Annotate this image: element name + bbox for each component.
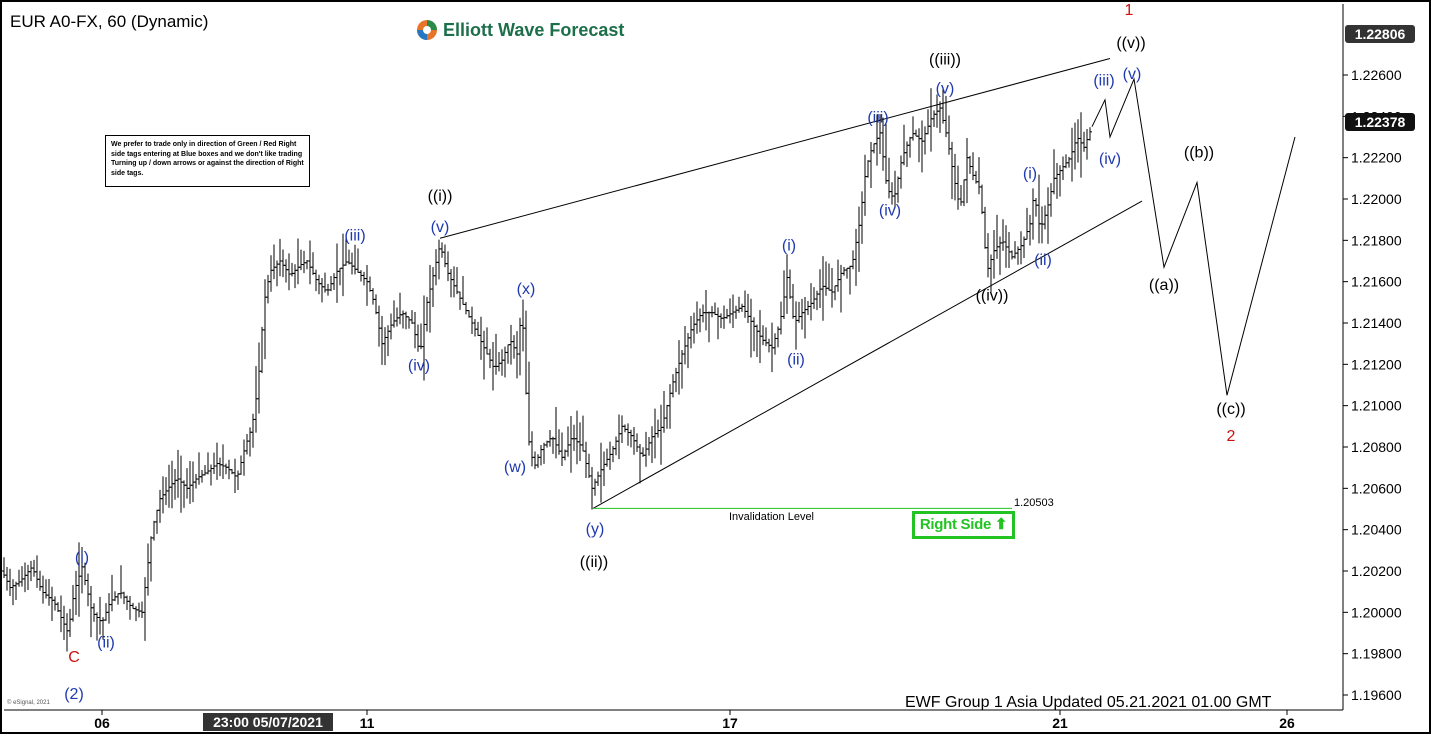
- y-tick-label: 1.20800: [1351, 439, 1402, 455]
- wave-label: (ii): [1034, 252, 1052, 269]
- trading-note: We prefer to trade only in direction of …: [105, 135, 310, 187]
- wave-label: 1: [1125, 2, 1134, 19]
- y-tick-label: 1.22000: [1351, 191, 1402, 207]
- x-tick-label: 21: [1052, 715, 1068, 731]
- crosshair-date-box: 23:00 05/07/2021: [203, 713, 333, 731]
- x-tick-label: 26: [1279, 715, 1295, 731]
- wave-label: (i): [782, 238, 796, 255]
- right-side-tag: Right Side ⬆: [912, 511, 1015, 539]
- y-tick-label: 1.22600: [1351, 67, 1402, 83]
- right-side-label: Right Side: [919, 516, 991, 533]
- wave-label: (iii): [344, 227, 365, 244]
- trendline: [439, 57, 1111, 239]
- logo-text: Elliott Wave Forecast: [443, 19, 625, 40]
- y-tick-label: 1.20600: [1351, 480, 1402, 496]
- invalidation-value: 1.20503: [1014, 497, 1054, 509]
- copyright-text: © eSignal, 2021: [7, 700, 50, 706]
- symbol-title: EUR A0-FX, 60 (Dynamic): [10, 12, 209, 31]
- wave-label: (x): [517, 281, 536, 298]
- wave-label: (w): [504, 459, 526, 476]
- y-tick-label: 1.21200: [1351, 356, 1402, 372]
- wave-label: (ii): [787, 351, 805, 368]
- x-tick-label: 11: [360, 715, 375, 731]
- invalidation-label: Invalidation Level: [729, 511, 814, 523]
- x-tick-label: 17: [722, 715, 738, 731]
- y-tick-label: 1.19600: [1351, 687, 1402, 703]
- update-footer: EWF Group 1 Asia Updated 05.21.2021 01.0…: [905, 694, 1272, 711]
- y-tick-label: 1.21400: [1351, 315, 1402, 331]
- wave-label: (i): [75, 550, 89, 567]
- wave-label: (iii): [1093, 72, 1114, 89]
- high-price-tag: 1.22806: [1345, 25, 1415, 43]
- wave-label: ((c)): [1216, 401, 1245, 418]
- wave-label: (iv): [1099, 151, 1121, 168]
- wave-label: (v): [936, 81, 955, 98]
- wave-label: ((v)): [1116, 35, 1145, 52]
- y-tick-label: 1.19800: [1351, 646, 1402, 662]
- wave-label: ((b)): [1184, 145, 1214, 162]
- wave-label: 2: [1227, 428, 1236, 445]
- x-axis-ticks: 06 11 17 21 26: [94, 710, 1295, 731]
- wave-label: (v): [1123, 66, 1142, 83]
- wave-label: (v): [431, 219, 450, 236]
- wave-label: (iii): [867, 110, 888, 127]
- wave-label: ((ii)): [580, 554, 608, 571]
- wave-label: (y): [586, 521, 605, 538]
- projection-path: [1091, 77, 1296, 396]
- wave-label: C: [68, 649, 80, 666]
- trendline: [592, 200, 1143, 509]
- logo-icon: [417, 20, 437, 40]
- ohlc-bars: [2, 87, 1092, 652]
- current-price-tag: 1.22378: [1345, 113, 1415, 131]
- y-tick-label: 1.21000: [1351, 398, 1402, 414]
- wave-label: ((a)): [1149, 277, 1179, 294]
- ewf-logo: Elliott Wave Forecast: [415, 18, 624, 42]
- wave-label: ((iii)): [929, 52, 961, 69]
- wave-label: ((i)): [428, 188, 453, 205]
- y-tick-label: 1.21800: [1351, 232, 1402, 248]
- wave-label: (ii): [97, 634, 115, 651]
- wave-label: (2): [64, 686, 84, 703]
- arrow-up-icon: ⬆: [994, 516, 1008, 533]
- wave-label: (i): [1023, 165, 1037, 182]
- wave-label: (iv): [879, 203, 901, 220]
- wave-labels: C (2) (i) (ii) (iii) (iv) (v) ((i)) (x) (w) (y) ((i…: [64, 2, 1245, 703]
- y-tick-label: 1.20000: [1351, 604, 1402, 620]
- wave-label: ((iv)): [976, 287, 1009, 304]
- y-axis-ticks: 1.226001.224001.222001.220001.218001.216…: [1343, 67, 1402, 703]
- wave-lines: [439, 57, 1296, 509]
- y-tick-label: 1.22200: [1351, 150, 1402, 166]
- wave-label: (iv): [408, 358, 430, 375]
- y-tick-label: 1.21600: [1351, 274, 1402, 290]
- y-tick-label: 1.20200: [1351, 563, 1402, 579]
- x-tick-label: 06: [94, 715, 110, 731]
- y-tick-label: 1.20400: [1351, 522, 1402, 538]
